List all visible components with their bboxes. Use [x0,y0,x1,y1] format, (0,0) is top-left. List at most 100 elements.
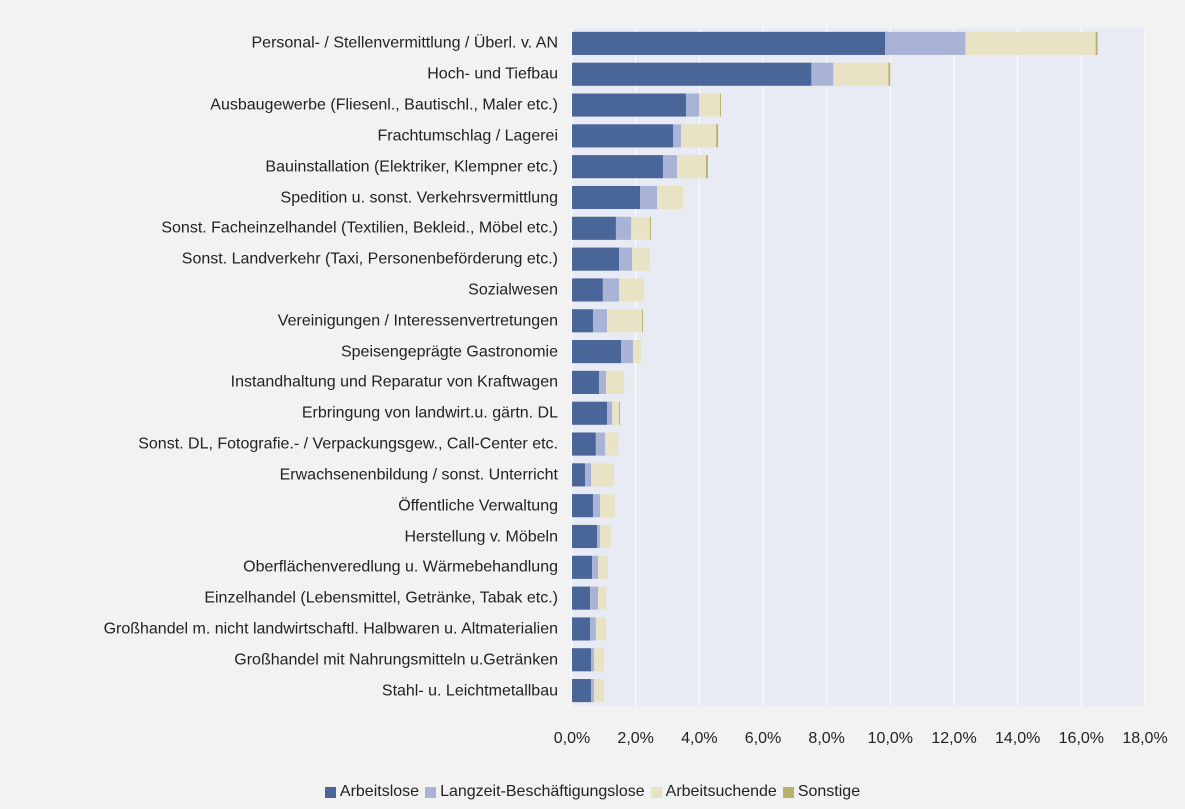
category-label: Oberflächenveredlung u. Wärmebehandlung [13,559,558,576]
x-tick-label: 16,0% [1059,730,1104,747]
bar-segment [600,524,612,549]
bar-segment [633,340,642,364]
category-text: Spedition u. sonst. Verkehrsvermittlung [280,189,558,206]
category-label: Großhandel m. nicht landwirtschaftl. Hal… [13,620,558,637]
legend: Arbeitslose Langzeit-Beschäftigungslose Ar… [0,783,1185,801]
legend-swatch [782,786,794,798]
category-text: Großhandel m. nicht landwirtschaftl. Hal… [103,620,558,638]
x-tick-label: 2,0% [617,730,653,747]
bar-segment [590,617,596,641]
bar-segment [685,93,700,117]
bar-segment [598,555,608,579]
bar-segment [591,679,594,703]
bar-segment [572,555,593,579]
category-text: Vereinigungen / Interessenvertretungen [277,312,558,330]
category-text: Sonst. DL, Fotografie.- / Verpackungsgew… [138,435,558,453]
category-text: Großhandel mit Nahrungsmitteln u.Getränk… [234,651,558,669]
category-text: Erwachsenenbildung / sonst. Unterricht [279,466,558,484]
bar-segment [706,155,708,179]
bar-segment [615,216,632,240]
bar-segment [631,216,650,240]
bar-segment [572,62,812,86]
x-tick-label: 0,0% [554,730,590,747]
bar-segment [593,648,605,672]
bar-segment [585,463,592,487]
category-label: Ausbaugewerbe (Fliesenl., Bautischl., Ma… [13,97,558,114]
bar-segment [602,278,620,302]
category-label: Öffentliche Verwaltung [13,497,558,514]
bar-segment [572,124,674,148]
category-label: Herstellung v. Möbeln [13,528,558,545]
bar-segment [1095,31,1098,55]
bar-segment [572,31,886,55]
category-label: Personal- / Stellenvermittlung / Überl. … [13,35,559,52]
category-text: Speisengeprägte Gastronomie [340,343,558,361]
category-label: Sonst. Facheinzelhandel (Textilien, Bekl… [13,220,558,237]
bar-segment [649,216,651,240]
category-label: Erbringung von landwirt.u. gärtn. DL [13,405,558,422]
bar-segment [572,432,596,456]
bar-segment [885,31,966,55]
bar-segment [600,494,615,518]
bar-segment [572,494,594,518]
category-label: Sonst. DL, Fotografie.- / Verpackungsgew… [13,436,558,453]
bar-segment [632,247,650,271]
category-text: Sozialwesen [468,281,558,299]
bar-segment [592,555,599,579]
bar-segment [572,93,686,117]
category-text: Hoch- und Tiefbau [427,65,558,83]
bar-segment [591,648,594,672]
bar-segment [677,155,707,179]
bar-segment [572,648,592,672]
bar-segment [593,679,605,703]
bar-segment [811,62,834,86]
legend-item: Sonstige [782,783,861,801]
category-label: Einzelhandel (Lebensmittel, Getränke, Ta… [13,590,558,607]
category-text: Herstellung v. Möbeln [404,528,558,545]
legend-item: Arbeitslose [324,783,419,801]
bar-segment [606,370,625,394]
bar-segment [621,340,634,364]
category-text: Öffentliche Verwaltung [398,497,558,515]
bar-segment [605,432,619,456]
category-label: Instandhaltung und Reparatur von Kraftwa… [13,374,558,391]
bar-segment [595,432,606,456]
legend-label: Sonstige [797,783,861,800]
bar-segment [597,524,601,549]
bar-segment [716,124,719,148]
category-text: Ausbaugewerbe (Fliesenl., Bautischl., Ma… [210,96,558,114]
category-label: Hoch- und Tiefbau [13,66,558,83]
category-text: Oberflächenveredlung u. Wärmebehandlung [243,558,558,576]
legend-label: Arbeitsuchende [665,783,777,800]
bar-segment [590,586,599,610]
category-label: Spedition u. sonst. Verkehrsvermittlung [13,189,558,206]
category-text: Stahl- u. Leichtmetallbau [381,682,558,700]
x-tick-label: 6,0% [745,730,781,747]
bar-segment [572,401,608,425]
bar-segment [572,185,641,210]
category-text: Bauinstallation (Elektriker, Klempner et… [265,158,558,176]
bar-segment [572,155,664,179]
legend-swatch [324,786,336,798]
x-tick-label: 8,0% [808,730,844,747]
category-label: Vereinigungen / Interessenvertretungen [13,312,558,329]
x-tick-label: 18,0% [1122,730,1167,747]
x-tick-label: 12,0% [931,730,976,747]
bar-segment [593,494,601,518]
legend-item: Arbeitsuchende [650,783,777,801]
category-label: Bauinstallation (Elektriker, Klempner et… [13,158,558,175]
category-text: Instandhaltung und Reparatur von Kraftwa… [230,373,558,391]
bar-segment [595,617,607,641]
bar-segment [656,185,684,210]
legend-swatch [425,786,437,798]
bar-segment [591,463,615,487]
bar-segment [699,93,721,117]
bar-segment [833,62,889,86]
bar-segment [673,124,682,148]
x-tick-label: 14,0% [995,730,1040,747]
bar-segment [572,278,603,302]
bar-segment [888,62,891,86]
bar-segment [572,247,620,271]
